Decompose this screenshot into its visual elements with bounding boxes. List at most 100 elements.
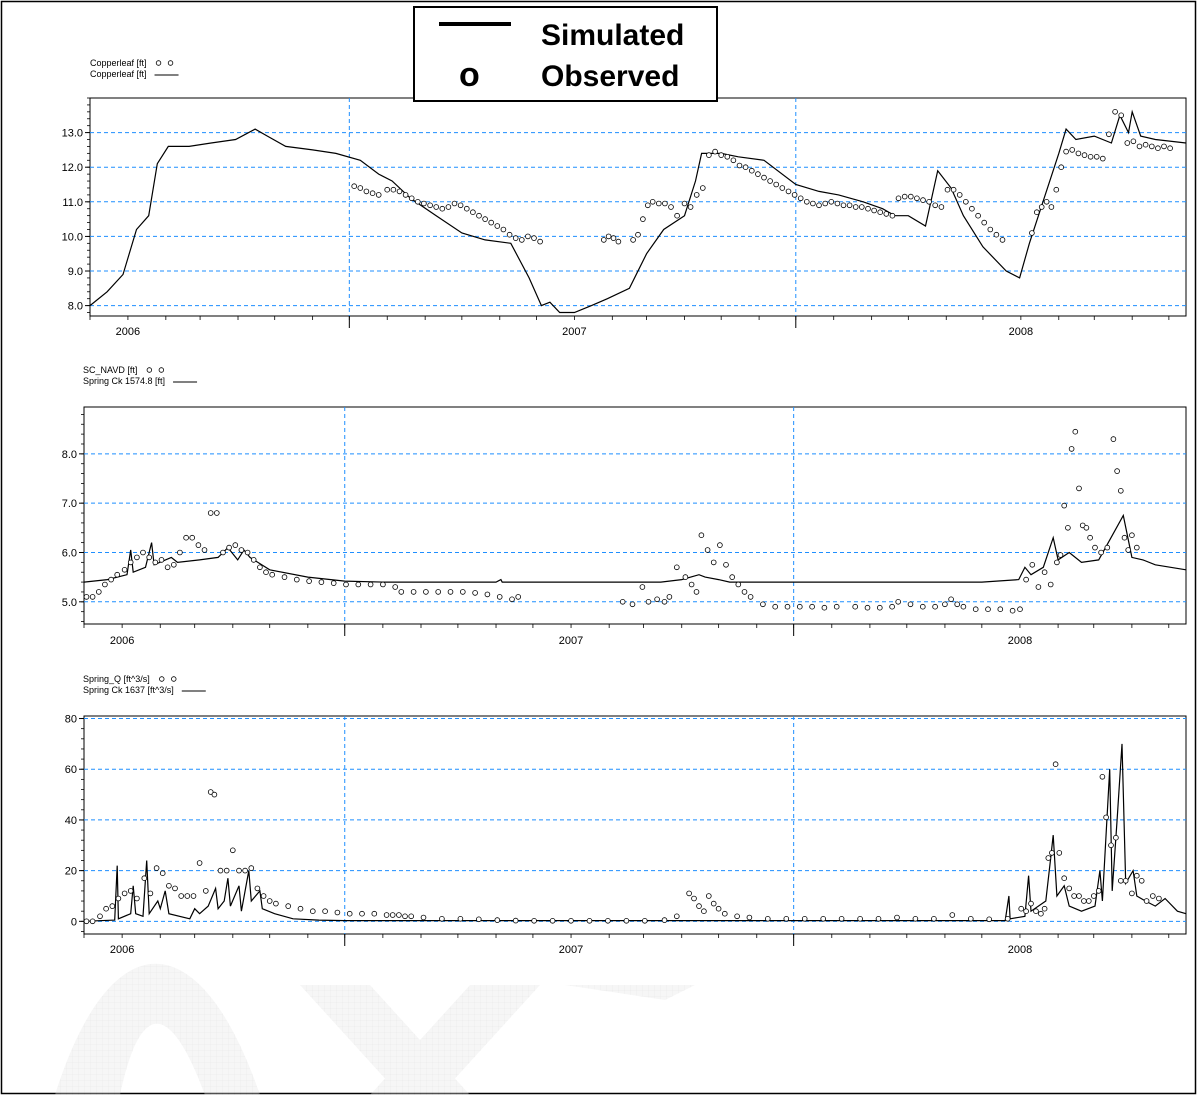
- observed-point: [190, 893, 197, 899]
- observed-point: [1161, 143, 1167, 150]
- observed-point: [1038, 204, 1045, 210]
- observed-point: [346, 910, 353, 917]
- observed-point: [985, 606, 991, 612]
- observed-point: [115, 895, 122, 902]
- observed-point: [938, 204, 945, 210]
- observed-point: [605, 917, 611, 924]
- observed-point: [640, 216, 646, 222]
- observed-point: [1075, 150, 1082, 157]
- observed-point: [220, 549, 226, 556]
- observed-point: [1066, 885, 1072, 892]
- observed-point: [1047, 581, 1054, 588]
- observed-point: [944, 186, 951, 193]
- observed-point: [693, 192, 700, 198]
- observed-point: [96, 589, 102, 595]
- observed-point: [1068, 446, 1075, 452]
- observed-point: [828, 199, 835, 205]
- observed-point: [1087, 154, 1094, 160]
- observed-point: [1045, 855, 1052, 861]
- observed-point: [877, 209, 883, 216]
- observed-point: [359, 910, 365, 917]
- y-tick-label: 9.0: [68, 266, 83, 278]
- observed-point: [1056, 850, 1063, 856]
- observed-point: [748, 167, 755, 174]
- observed-series-label: Copperleaf [ft]: [90, 58, 147, 68]
- simulated-series-line: [89, 109, 1187, 314]
- observed-point: [421, 200, 427, 207]
- observed-point: [476, 212, 482, 219]
- observed-point: [706, 152, 712, 158]
- observed-point: [717, 542, 723, 548]
- plot-area-frame: [83, 406, 1187, 625]
- observed-point: [260, 893, 267, 899]
- observed-point: [630, 237, 636, 243]
- observed-symbol: o: [459, 56, 480, 94]
- observed-point: [141, 875, 148, 881]
- y-tick-label: 8.0: [68, 301, 83, 313]
- observed-point: [211, 791, 218, 798]
- observed-point: [791, 192, 798, 198]
- observed-point: [1009, 607, 1016, 614]
- observed-point: [1076, 893, 1082, 899]
- observed-point: [475, 916, 482, 923]
- observed-point: [506, 231, 513, 238]
- observed-point: [619, 598, 626, 605]
- observed-point: [451, 200, 458, 207]
- observed-point: [568, 917, 574, 924]
- observed-point: [997, 606, 1004, 612]
- observed-point: [525, 233, 531, 240]
- observed-point: [509, 596, 515, 603]
- observed-point: [710, 900, 717, 907]
- plot-area-frame: [83, 715, 1187, 935]
- observed-point: [146, 554, 153, 561]
- observed-point: [159, 870, 166, 876]
- observed-point: [779, 185, 786, 191]
- observed-point: [1124, 140, 1131, 146]
- observed-point: [97, 913, 103, 920]
- observed-point: [858, 204, 865, 210]
- observed-point: [605, 233, 612, 240]
- observed-point: [1053, 186, 1060, 193]
- x-year-label: 2008: [1009, 326, 1033, 338]
- observed-point: [1018, 905, 1024, 912]
- observed-point: [875, 915, 882, 922]
- observed-point: [515, 594, 521, 600]
- observed-point: [760, 601, 766, 608]
- observed-point: [730, 157, 737, 164]
- observed-point: [273, 900, 279, 907]
- observed-point: [673, 913, 680, 920]
- observed-point: [674, 212, 680, 219]
- observed-point: [1052, 761, 1059, 767]
- observed-point: [375, 192, 382, 198]
- observed-point: [1017, 606, 1023, 612]
- observed-point: [435, 589, 442, 595]
- observed-point: [698, 532, 705, 538]
- observed-point: [1113, 834, 1119, 841]
- observed-point: [907, 193, 914, 200]
- observed-point: [488, 219, 495, 226]
- observed-point: [1138, 877, 1145, 884]
- observed-point: [889, 603, 895, 610]
- observed-point: [371, 910, 378, 917]
- observed-point: [1081, 152, 1088, 158]
- observed-point: [472, 590, 478, 596]
- observed-point: [901, 193, 908, 200]
- observed-point: [1049, 850, 1055, 856]
- observed-point: [439, 915, 445, 922]
- observed-point: [494, 223, 501, 229]
- observed-point: [712, 148, 718, 155]
- observed-point: [89, 594, 96, 600]
- observed-point: [1028, 900, 1034, 907]
- observed-point: [1038, 910, 1044, 917]
- observed-point: [1134, 872, 1140, 879]
- observed-point: [681, 200, 688, 207]
- observed-point: [932, 202, 938, 209]
- observed-point: [1035, 584, 1042, 590]
- observed-point: [912, 915, 919, 922]
- observed-point: [108, 576, 114, 583]
- observed-point: [1029, 230, 1035, 236]
- observed-point: [1130, 138, 1137, 145]
- observed-point: [134, 895, 140, 902]
- observed-point: [1043, 199, 1050, 205]
